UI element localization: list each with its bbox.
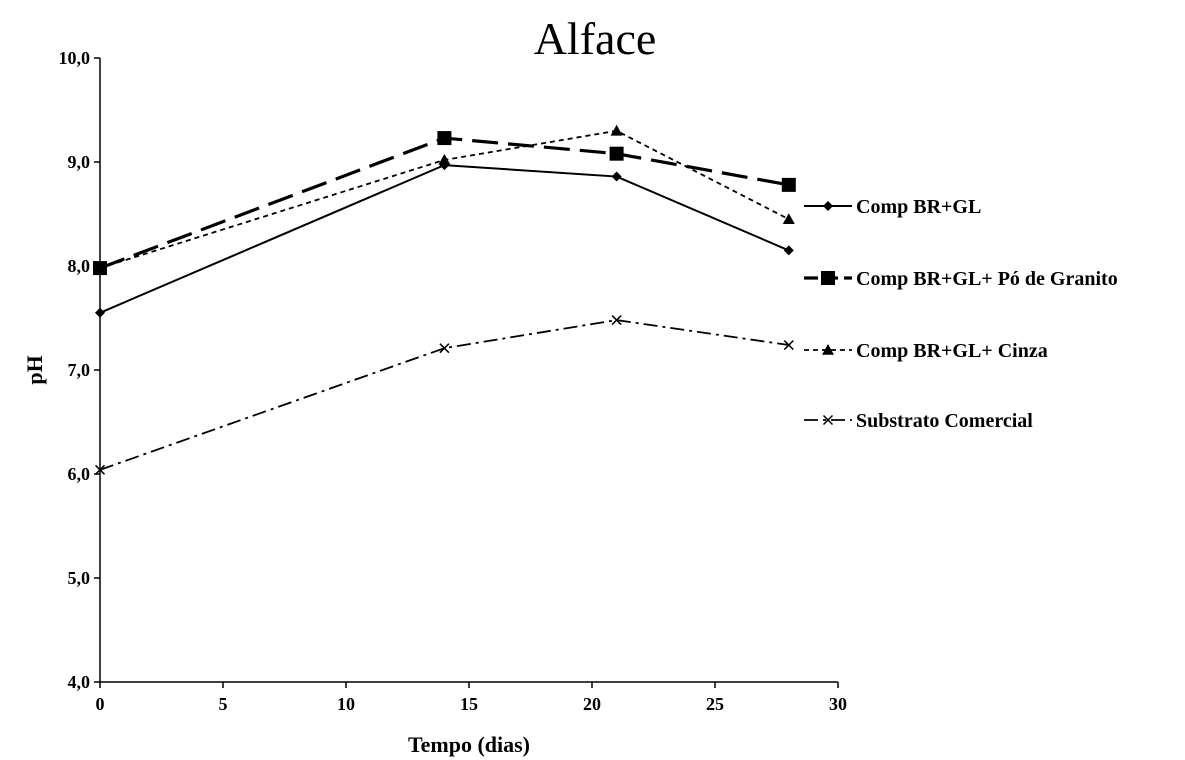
y-tick-label: 5,0 xyxy=(68,568,91,588)
x-tick-label: 0 xyxy=(96,694,105,714)
y-axis-label: pH xyxy=(22,355,47,384)
series-line xyxy=(99,136,790,270)
y-tick-label: 8,0 xyxy=(68,256,91,276)
y-ticks: 4,0 5,0 6,0 7,0 8,0 9,0 10,0 xyxy=(59,48,100,692)
data-point-x-stroke xyxy=(822,414,834,426)
data-point-diamond xyxy=(611,171,622,182)
series-layer xyxy=(93,124,796,475)
legend-item: Substrato Comercial xyxy=(804,410,1033,432)
legend-label: Comp BR+GL+ Pó de Granito xyxy=(856,268,1118,290)
series-3 xyxy=(94,124,795,273)
series-2 xyxy=(93,131,796,276)
data-point-x xyxy=(822,414,834,426)
data-point-triangle xyxy=(610,124,623,136)
series-line xyxy=(99,129,790,269)
x-tick-label: 5 xyxy=(219,694,228,714)
data-point-square xyxy=(437,131,452,146)
data-point-triangle xyxy=(822,344,834,355)
x-tick-label: 10 xyxy=(337,694,355,714)
data-point-x xyxy=(611,315,622,326)
y-tick-label: 7,0 xyxy=(68,360,91,380)
data-point-x-stroke xyxy=(783,340,794,351)
data-point-x-stroke xyxy=(94,464,106,475)
legend-label: Substrato Comercial xyxy=(856,410,1033,432)
legend-label: Comp BR+GL+ Cinza xyxy=(856,340,1048,362)
y-tick-label: 6,0 xyxy=(68,464,91,484)
y-tick-label: 9,0 xyxy=(68,152,91,172)
data-point-diamond xyxy=(783,245,794,256)
data-point-triangle xyxy=(438,153,451,165)
x-axis-label: Tempo (dias) xyxy=(408,732,530,757)
y-tick-label: 4,0 xyxy=(68,672,91,692)
legend-item: Comp BR+GL+ Cinza xyxy=(804,340,1048,362)
data-point-x xyxy=(783,340,794,351)
x-tick-label: 25 xyxy=(706,694,724,714)
series-line xyxy=(99,164,790,314)
data-point-square xyxy=(821,271,835,285)
data-point-x-stroke xyxy=(439,343,450,354)
x-tick-label: 15 xyxy=(460,694,478,714)
series-1 xyxy=(95,160,794,318)
legend-item: Comp BR+GL+ Pó de Granito xyxy=(804,268,1118,290)
legend-label: Comp BR+GL xyxy=(856,196,981,218)
y-tick-label: 10,0 xyxy=(59,48,91,68)
data-point-triangle xyxy=(782,213,795,224)
x-ticks: 0 5 10 15 20 25 30 xyxy=(96,682,847,714)
data-point-triangle xyxy=(94,262,106,273)
x-tick-label: 30 xyxy=(829,694,847,714)
chart-title: Alface xyxy=(534,13,657,64)
series-line xyxy=(99,319,789,471)
data-point-x xyxy=(439,343,450,354)
data-point-square xyxy=(781,177,796,192)
legend-item: Comp BR+GL xyxy=(804,196,981,218)
x-tick-label: 20 xyxy=(583,694,601,714)
data-point-diamond xyxy=(823,201,833,211)
series-4 xyxy=(94,315,794,475)
data-point-x xyxy=(94,464,106,475)
legend: Comp BR+GL Comp BR+GL+ Pó de Granito Comp … xyxy=(804,196,1118,432)
data-point-square xyxy=(609,146,624,161)
data-point-diamond xyxy=(95,307,105,318)
data-point-x-stroke xyxy=(611,315,622,326)
